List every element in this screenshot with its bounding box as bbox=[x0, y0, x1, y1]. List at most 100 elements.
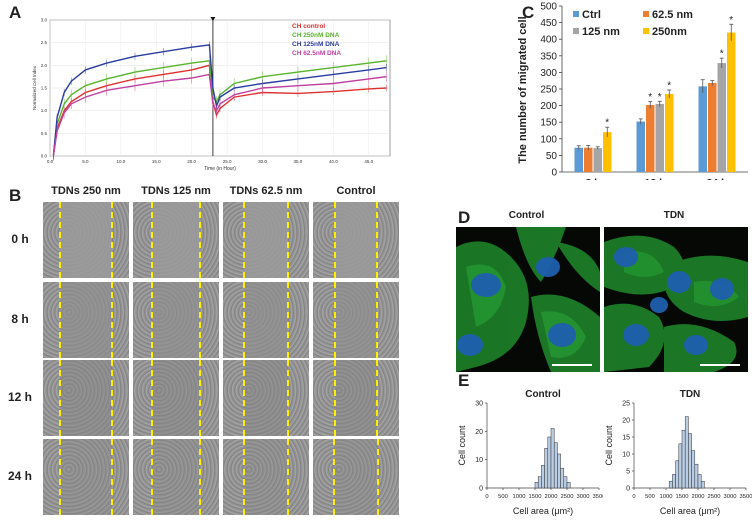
fluorescence-panel: Control TDN bbox=[453, 208, 752, 373]
scratch-wound-area bbox=[60, 282, 112, 358]
scratch-row-header: 0 h bbox=[11, 232, 29, 246]
rtca-legend-entry: CH 62.5nM DNA bbox=[292, 50, 341, 57]
scratch-column-header: TDNs 250 nm bbox=[51, 185, 121, 197]
rtca-series-line bbox=[52, 73, 387, 156]
rtca-x-tick-label: 30.0 bbox=[258, 159, 267, 164]
migration-significance-marker: * bbox=[729, 15, 733, 26]
migration-axes: 0 50 100 150 200 250 300 350 400 450 500 8 h 12 h 24 … bbox=[540, 2, 748, 180]
scratch-assay-image bbox=[43, 360, 129, 436]
fluorescence-label-tdn: TDN bbox=[663, 210, 685, 221]
wound-edge-line bbox=[334, 202, 337, 278]
scratch-assay-image bbox=[313, 282, 399, 358]
wound-edge-line bbox=[150, 439, 153, 515]
migration-significance-marker: * bbox=[658, 92, 662, 103]
wound-edge-line bbox=[199, 282, 202, 358]
migration-bar bbox=[636, 121, 645, 172]
wound-edge-line bbox=[150, 360, 153, 436]
histogram-x-axis-label: Cell area (μm²) bbox=[660, 506, 720, 516]
scratch-assay-image bbox=[133, 360, 219, 436]
scale-bar-control bbox=[552, 364, 592, 366]
scratch-assay-image bbox=[223, 360, 309, 436]
rtca-ticks: 0.0 0.5 1.0 1.5 2.0 2.5 3.0 0.0 5.0 10.0 15.0 20.0 2… bbox=[41, 18, 374, 165]
rtca-x-axis-label: Time (in Hour) bbox=[204, 166, 236, 172]
scratch-row-header: 24 h bbox=[7, 469, 32, 483]
wound-edge-line bbox=[110, 202, 113, 278]
migration-y-tick-label: 400 bbox=[540, 35, 557, 46]
histogram-bar bbox=[547, 436, 552, 489]
wound-edge-line bbox=[375, 202, 378, 278]
migration-y-axis-label: The number of migrated cell bbox=[517, 16, 529, 163]
rtca-series-line bbox=[52, 44, 387, 156]
rtca-y-tick-label: 0.0 bbox=[41, 154, 48, 159]
rtca-legend: CH control CH 250nM DNA CH 125nM DNA CH 62.… bbox=[292, 23, 341, 57]
migration-legend-entry: 250nm bbox=[652, 26, 687, 38]
migration-significance-marker: * bbox=[605, 118, 609, 129]
migration-bar bbox=[574, 147, 583, 172]
histogram-title: Control bbox=[525, 389, 561, 400]
rtca-x-tick-label: 40.0 bbox=[329, 159, 338, 164]
wound-edge-line bbox=[59, 360, 62, 436]
wound-edge-line bbox=[334, 360, 337, 436]
rtca-x-tick-label: 10.0 bbox=[116, 159, 125, 164]
histogram-x-tick-label: 0 bbox=[632, 494, 635, 500]
scratch-wound-area bbox=[335, 202, 377, 278]
scratch-column-header: Control bbox=[336, 185, 376, 197]
migration-legend-swatch bbox=[643, 28, 649, 34]
scratch-assay-image bbox=[223, 439, 309, 515]
histogram-bar bbox=[700, 480, 705, 489]
migration-legend-swatch bbox=[573, 11, 579, 17]
cell-area-histogram-control: Control 0 10 20 30 0 500 1000 1500 2000 2500 3000 35… bbox=[457, 389, 603, 516]
cell-area-histogram-tdn: TDN 0 5 10 15 20 25 0 500 1000 1500 2000 2500 3000 350… bbox=[604, 389, 752, 516]
rtca-legend-entry: CH control bbox=[292, 23, 325, 30]
migration-bars: * * * * * * bbox=[574, 15, 736, 173]
histogram-bar bbox=[550, 428, 555, 489]
scratch-wound-area bbox=[333, 439, 379, 515]
scratch-assay-image bbox=[223, 202, 309, 278]
migration-significance-marker: * bbox=[667, 80, 671, 91]
histogram-bar bbox=[560, 467, 565, 489]
scratch-column-header: TDNs 62.5 nm bbox=[229, 185, 303, 197]
migration-bar bbox=[665, 93, 674, 172]
histogram-bar bbox=[541, 465, 545, 489]
rtca-series bbox=[52, 41, 387, 161]
migration-y-tick-label: 100 bbox=[540, 134, 557, 145]
histogram-y-axis-label: Cell count bbox=[457, 425, 467, 466]
wound-edge-line bbox=[110, 439, 113, 515]
rtca-legend-entry: CH 250nM DNA bbox=[292, 32, 340, 39]
scratch-wound-area bbox=[60, 360, 112, 436]
histogram-y-tick-label: 15 bbox=[622, 435, 630, 442]
wound-edge-line bbox=[59, 282, 62, 358]
scratch-wound-area bbox=[243, 282, 289, 358]
migration-bar bbox=[727, 32, 736, 173]
fluorescence-image-control bbox=[456, 227, 600, 372]
rtca-y-tick-label: 1.0 bbox=[41, 108, 48, 113]
rtca-series-line bbox=[52, 60, 387, 156]
histogram-bar bbox=[563, 476, 568, 489]
scratch-assay-image bbox=[133, 202, 219, 278]
scratch-assay-image bbox=[133, 439, 219, 515]
wound-edge-line bbox=[199, 439, 202, 515]
scratch-assay-image bbox=[313, 439, 399, 515]
histogram-bar bbox=[691, 450, 696, 489]
histogram-y-tick-label: 20 bbox=[622, 418, 630, 425]
scratch-wound-area bbox=[243, 360, 289, 436]
histogram-bar bbox=[684, 416, 689, 489]
migration-significance-marker: * bbox=[720, 49, 724, 60]
scratch-row-header: 8 h bbox=[11, 312, 29, 326]
migration-bar bbox=[717, 63, 726, 172]
migration-significance-marker: * bbox=[648, 92, 652, 103]
histogram-y-axis-label: Cell count bbox=[604, 425, 614, 466]
histogram-bar bbox=[566, 482, 571, 489]
rtca-x-tick-label: 5.0 bbox=[82, 159, 89, 164]
histogram-x-tick-label: 1000 bbox=[660, 494, 673, 500]
histogram-x-tick-label: 3500 bbox=[740, 494, 752, 500]
migration-bar bbox=[593, 148, 602, 172]
scratch-assay-image bbox=[223, 282, 309, 358]
histogram-y-tick-label: 5 bbox=[626, 469, 630, 476]
wound-edge-line bbox=[377, 439, 380, 515]
panel-label-a: A bbox=[9, 3, 22, 22]
fluorescence-image-tdn bbox=[604, 227, 748, 372]
scratch-wound-area bbox=[243, 202, 289, 278]
rtca-addition-marker-icon bbox=[210, 17, 216, 21]
wound-edge-line bbox=[287, 282, 290, 358]
